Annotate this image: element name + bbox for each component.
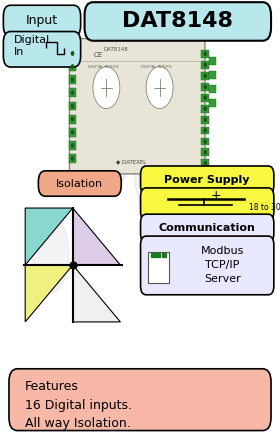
Text: Features
16 Digital inputs.
All way Isolation.: Features 16 Digital inputs. All way Isol… [25, 380, 132, 430]
Circle shape [71, 131, 74, 134]
Polygon shape [25, 208, 73, 265]
Bar [201, 159, 209, 167]
Bar [156, 253, 160, 257]
Circle shape [71, 65, 74, 68]
Bar [201, 127, 209, 134]
Bar [162, 253, 166, 257]
Circle shape [204, 107, 206, 110]
Bar [209, 57, 216, 65]
Bar [69, 115, 76, 124]
Circle shape [93, 67, 120, 109]
Circle shape [204, 85, 206, 88]
Ellipse shape [81, 70, 132, 193]
Bar [69, 141, 76, 150]
Circle shape [71, 157, 74, 160]
Bar [209, 71, 216, 79]
Polygon shape [25, 265, 73, 322]
Circle shape [204, 129, 206, 132]
Bar [69, 128, 76, 137]
Circle shape [71, 91, 74, 95]
Text: Digital
In: Digital In [14, 35, 50, 57]
Bar [69, 75, 76, 84]
Circle shape [204, 96, 206, 99]
Bar [148, 252, 169, 283]
FancyBboxPatch shape [3, 5, 81, 36]
Text: DAT8148: DAT8148 [104, 47, 128, 52]
Bar [201, 138, 209, 145]
Ellipse shape [134, 127, 174, 223]
FancyBboxPatch shape [9, 369, 271, 431]
Bar [201, 148, 209, 156]
Bar [151, 253, 155, 257]
Circle shape [204, 162, 206, 165]
Text: Communication: Communication [159, 223, 256, 233]
Bar [69, 102, 76, 110]
Bar [201, 83, 209, 91]
Bar [201, 61, 209, 69]
Circle shape [204, 74, 206, 78]
Text: DIGITAL INPUTS: DIGITAL INPUTS [141, 64, 172, 69]
Polygon shape [73, 208, 120, 265]
Text: CE: CE [93, 52, 103, 58]
Polygon shape [73, 265, 120, 322]
FancyBboxPatch shape [141, 214, 274, 242]
FancyBboxPatch shape [141, 166, 274, 194]
FancyBboxPatch shape [85, 2, 271, 41]
Bar [201, 94, 209, 102]
Circle shape [71, 78, 74, 81]
Circle shape [71, 144, 74, 147]
Bar [201, 50, 209, 58]
FancyBboxPatch shape [141, 236, 274, 295]
FancyBboxPatch shape [141, 188, 274, 220]
Circle shape [71, 117, 74, 121]
Bar [69, 154, 76, 163]
Text: Power Supply: Power Supply [164, 175, 250, 185]
Text: 18 to 30Vdc: 18 to 30Vdc [249, 203, 280, 212]
FancyBboxPatch shape [38, 171, 121, 196]
Text: +: + [210, 189, 221, 202]
Circle shape [204, 63, 206, 67]
Bar [69, 62, 76, 71]
Circle shape [146, 67, 173, 109]
Bar [201, 105, 209, 113]
Bar [201, 116, 209, 124]
FancyBboxPatch shape [69, 39, 205, 174]
Ellipse shape [32, 215, 69, 293]
Bar [69, 49, 76, 58]
Bar [209, 85, 216, 93]
Bar [209, 99, 216, 107]
Text: DAT8148: DAT8148 [122, 11, 233, 32]
Circle shape [71, 52, 74, 55]
Text: ◆ DATEXEL: ◆ DATEXEL [116, 159, 147, 165]
Text: DIGITAL INPUTS: DIGITAL INPUTS [88, 64, 119, 69]
Circle shape [204, 140, 206, 143]
Circle shape [204, 151, 206, 154]
Circle shape [71, 104, 74, 108]
Text: Modbus
TCP/IP
Server: Modbus TCP/IP Server [201, 247, 244, 284]
Text: Isolation: Isolation [56, 179, 103, 188]
FancyBboxPatch shape [3, 32, 81, 67]
Circle shape [204, 52, 206, 56]
Text: Input: Input [26, 14, 58, 27]
Bar [69, 88, 76, 97]
Circle shape [204, 118, 206, 121]
Bar [201, 72, 209, 80]
